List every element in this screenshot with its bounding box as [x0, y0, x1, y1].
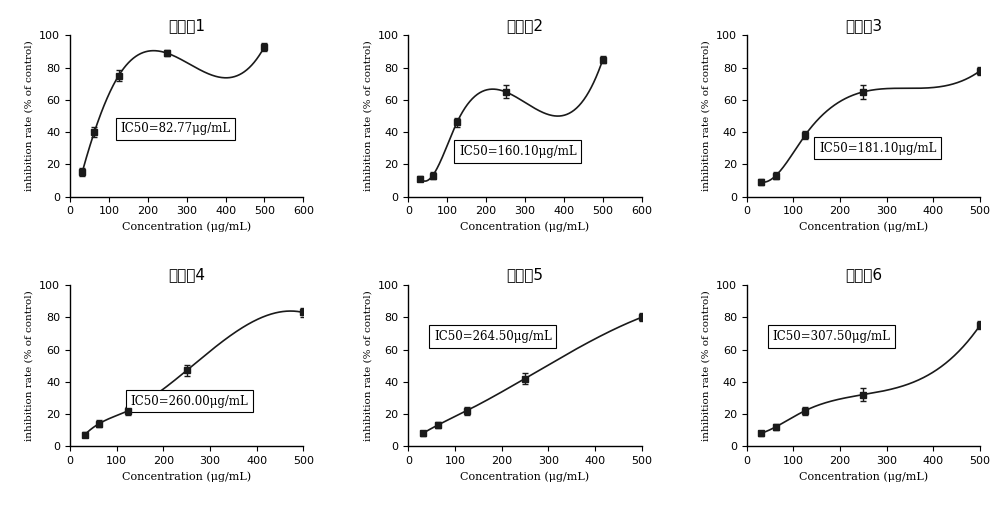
Text: IC50=264.50μg/mL: IC50=264.50μg/mL — [434, 330, 552, 343]
Y-axis label: inhibition rate (% of control): inhibition rate (% of control) — [363, 41, 372, 191]
Title: 实施例6: 实施例6 — [845, 268, 882, 282]
Text: IC50=82.77μg/mL: IC50=82.77μg/mL — [121, 122, 231, 135]
X-axis label: Concentration (μg/mL): Concentration (μg/mL) — [122, 222, 251, 232]
Title: 实施例5: 实施例5 — [507, 268, 544, 282]
Y-axis label: inhibition rate (% of control): inhibition rate (% of control) — [363, 291, 372, 441]
X-axis label: Concentration (μg/mL): Concentration (μg/mL) — [799, 472, 928, 482]
Text: IC50=260.00μg/mL: IC50=260.00μg/mL — [131, 394, 248, 408]
X-axis label: Concentration (μg/mL): Concentration (μg/mL) — [460, 222, 590, 232]
X-axis label: Concentration (μg/mL): Concentration (μg/mL) — [460, 472, 590, 482]
Text: IC50=160.10μg/mL: IC50=160.10μg/mL — [459, 145, 577, 158]
Text: IC50=181.10μg/mL: IC50=181.10μg/mL — [819, 142, 936, 155]
Y-axis label: inhibition rate (% of control): inhibition rate (% of control) — [25, 41, 34, 191]
Text: IC50=307.50μg/mL: IC50=307.50μg/mL — [772, 330, 890, 343]
Y-axis label: inhibition rate (% of control): inhibition rate (% of control) — [25, 291, 34, 441]
Title: 实施例3: 实施例3 — [845, 18, 882, 33]
X-axis label: Concentration (μg/mL): Concentration (μg/mL) — [799, 222, 928, 232]
Title: 实施例1: 实施例1 — [168, 18, 205, 33]
Y-axis label: inhibition rate (% of control): inhibition rate (% of control) — [701, 41, 710, 191]
Title: 实施例2: 实施例2 — [507, 18, 544, 33]
Y-axis label: inhibition rate (% of control): inhibition rate (% of control) — [701, 291, 710, 441]
X-axis label: Concentration (μg/mL): Concentration (μg/mL) — [122, 472, 251, 482]
Title: 实施例4: 实施例4 — [168, 268, 205, 282]
